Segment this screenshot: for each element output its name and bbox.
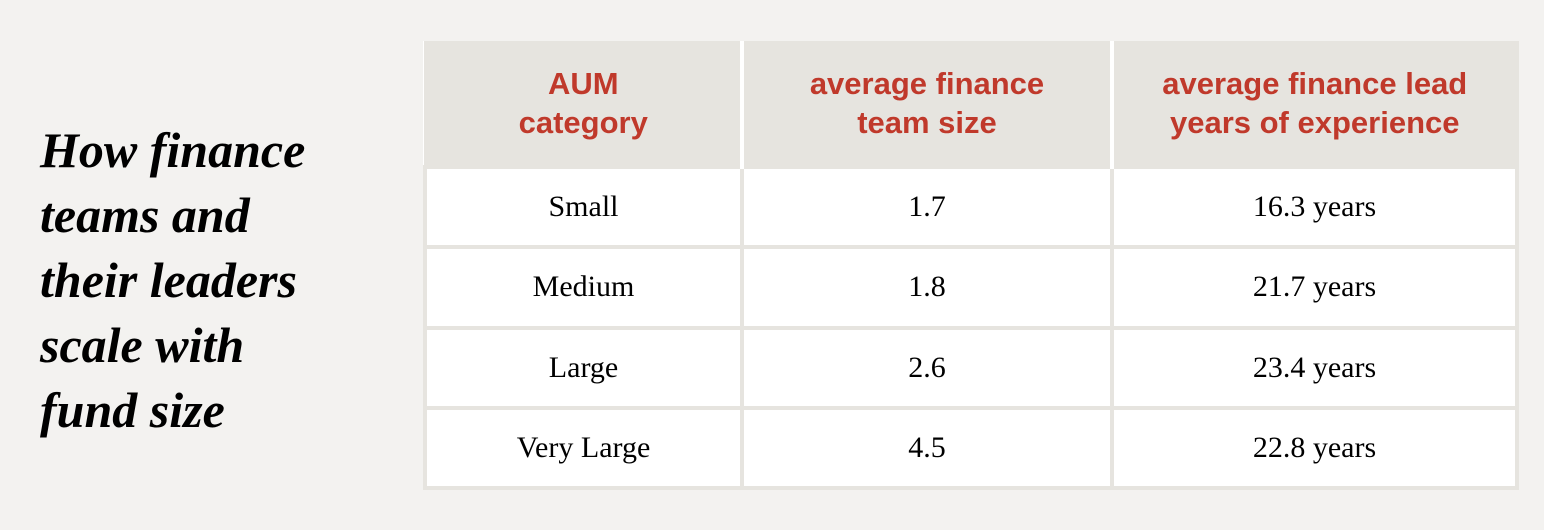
table-cell: 4.5 (740, 405, 1114, 491)
table-cell: Very Large (423, 405, 744, 491)
data-table: AUM category average finance team size ave… (423, 41, 1519, 491)
header-row: AUM category average finance team size ave… (423, 41, 1519, 167)
table-cell: 22.8 years (1110, 405, 1519, 491)
title-line: How finance (40, 122, 306, 178)
table-row: Small 1.7 16.3 years (423, 164, 1519, 250)
table-row: Very Large 4.5 22.8 years (423, 405, 1519, 491)
table-cell: 2.6 (740, 325, 1114, 410)
title: How finance teams and their leaders scale w… (40, 118, 380, 443)
table-cell: Small (423, 164, 744, 250)
table-row: Medium 1.8 21.7 years (423, 245, 1519, 330)
table-cell: 23.4 years (1110, 325, 1519, 410)
table-cell: Large (423, 325, 744, 410)
header-cell: average finance lead years of experience (1110, 41, 1519, 167)
table-cell: Medium (423, 245, 744, 330)
table-body: Small 1.7 16.3 years Medium 1.8 21.7 years Lar… (423, 164, 1519, 491)
title-line: teams and (40, 187, 250, 243)
header-cell: average finance team size (740, 41, 1114, 167)
title-line: fund size (40, 382, 225, 438)
title-line: scale with (40, 317, 245, 373)
table-row: Large 2.6 23.4 years (423, 325, 1519, 410)
header-cell: AUM category (423, 41, 744, 167)
title-line: their leaders (40, 252, 297, 308)
table-cell: 1.7 (740, 164, 1114, 250)
table-cell: 21.7 years (1110, 245, 1519, 330)
table-cell: 1.8 (740, 245, 1114, 330)
table-cell: 16.3 years (1110, 164, 1519, 250)
